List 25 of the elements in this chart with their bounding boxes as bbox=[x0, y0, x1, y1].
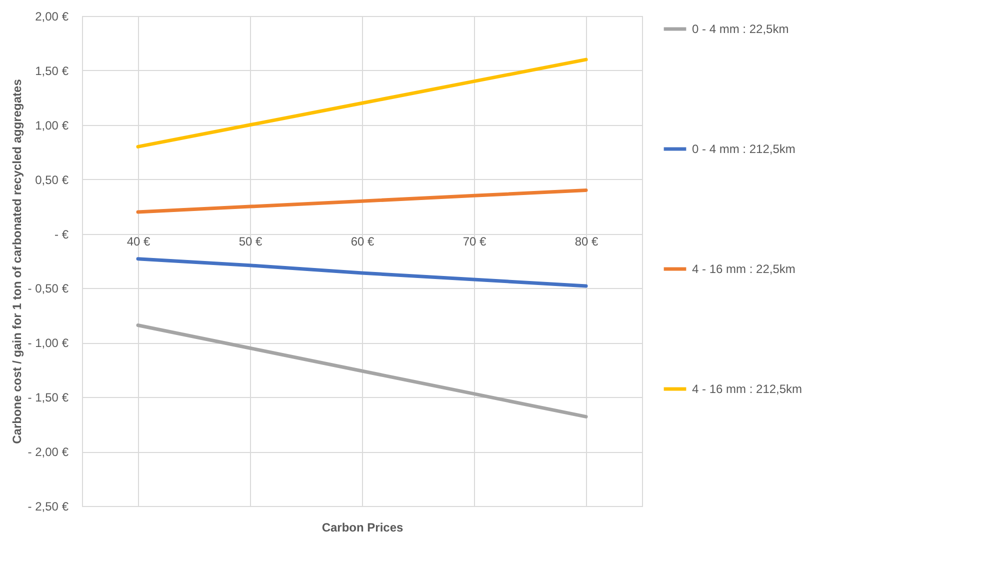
y-tick-label: 0,50 € bbox=[35, 172, 69, 187]
legend-label: 4 - 16 mm : 212,5km bbox=[692, 382, 802, 396]
y-axis-title: Carbone cost / gain for 1 ton of carbonated recycled aggregates bbox=[10, 78, 24, 444]
x-axis-title: Carbon Prices bbox=[322, 520, 404, 534]
y-tick-label: - 2,50 € bbox=[28, 500, 69, 514]
x-tick-label: 50 € bbox=[238, 234, 262, 248]
y-tick-label: - 0,50 € bbox=[28, 282, 69, 296]
y-tick-label: 2,00 € bbox=[35, 10, 69, 24]
y-tick-label: 1,00 € bbox=[35, 118, 69, 132]
y-tick-label: 1,50 € bbox=[35, 64, 69, 78]
y-tick-label: - 1,50 € bbox=[28, 390, 69, 405]
line-series bbox=[136, 188, 588, 214]
legend-label: 4 - 16 mm : 22,5km bbox=[692, 262, 796, 276]
x-tick-label: 70 € bbox=[462, 234, 486, 248]
y-tick-label: - € bbox=[54, 227, 69, 242]
x-tick-label: 60 € bbox=[350, 234, 374, 248]
x-tick-label: 40 € bbox=[126, 234, 150, 248]
line-series bbox=[136, 257, 588, 288]
line-series bbox=[136, 58, 588, 148]
legend-label: 0 - 4 mm : 22,5km bbox=[692, 22, 789, 36]
x-tick-label: 80 € bbox=[574, 234, 598, 248]
legend-label: 0 - 4 mm : 212,5km bbox=[692, 142, 796, 156]
line-series bbox=[136, 323, 588, 418]
y-tick-label: - 1,00 € bbox=[28, 336, 69, 350]
y-tick-label: - 2,00 € bbox=[28, 445, 69, 460]
